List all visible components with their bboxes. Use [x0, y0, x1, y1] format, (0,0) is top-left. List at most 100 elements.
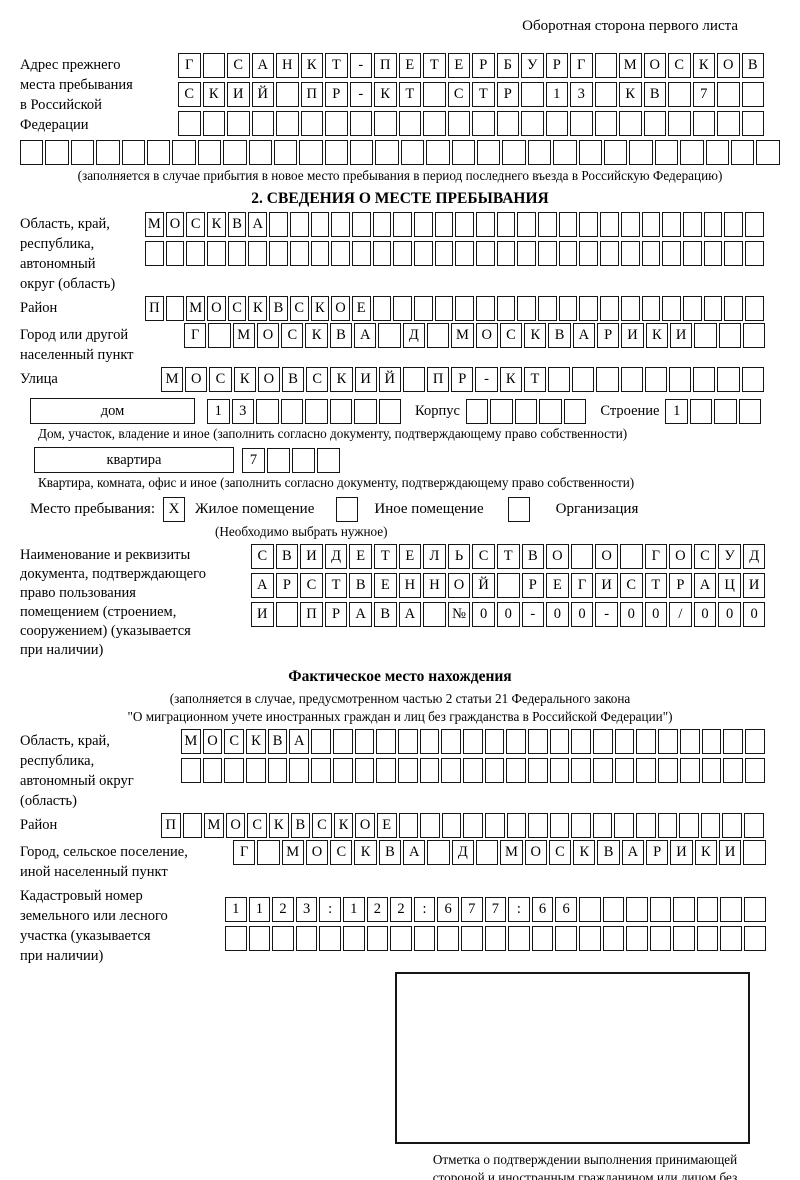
char-cell[interactable]: М — [204, 813, 224, 838]
char-cell[interactable]: О — [717, 53, 740, 78]
char-cell[interactable] — [463, 813, 483, 838]
char-cell[interactable]: Т — [423, 53, 446, 78]
char-cell[interactable] — [477, 140, 501, 165]
char-cell[interactable]: Т — [398, 82, 421, 107]
char-cell[interactable] — [517, 296, 537, 321]
char-cell[interactable]: Е — [398, 544, 422, 569]
char-cell[interactable] — [742, 323, 766, 348]
char-cell[interactable]: М — [145, 212, 164, 237]
char-cell[interactable] — [741, 82, 764, 107]
char-cell[interactable]: С — [251, 544, 274, 569]
char-cell[interactable] — [378, 398, 401, 424]
char-cell[interactable]: О — [669, 544, 692, 569]
char-cell[interactable] — [649, 926, 672, 951]
char-cell[interactable]: И — [669, 323, 693, 348]
char-cell[interactable] — [427, 840, 450, 865]
char-cell[interactable] — [717, 82, 740, 107]
char-cell[interactable] — [696, 897, 719, 922]
char-cell[interactable]: - — [475, 367, 498, 392]
char-cell[interactable]: О — [447, 573, 471, 598]
char-cell[interactable] — [413, 926, 436, 951]
char-cell[interactable]: 3 — [570, 82, 593, 107]
char-cell[interactable]: 1 — [342, 897, 365, 922]
char-cell[interactable] — [366, 926, 389, 951]
char-cell[interactable] — [744, 758, 765, 783]
char-cell[interactable]: И — [251, 602, 274, 627]
char-cell[interactable]: Й — [251, 82, 274, 107]
char-cell[interactable] — [724, 241, 743, 266]
char-cell[interactable]: 2 — [390, 897, 412, 922]
char-cell[interactable] — [658, 758, 678, 783]
char-cell[interactable] — [267, 758, 288, 783]
char-cell[interactable] — [600, 241, 619, 266]
char-cell[interactable]: С — [247, 813, 267, 838]
char-cell[interactable] — [722, 813, 743, 838]
char-cell[interactable]: С — [224, 729, 245, 754]
char-cell[interactable]: Р — [324, 602, 348, 627]
char-cell[interactable] — [354, 758, 375, 783]
char-cell[interactable]: О — [643, 53, 666, 78]
char-cell[interactable] — [694, 323, 717, 348]
char-cell[interactable] — [484, 926, 507, 951]
char-cell[interactable] — [181, 758, 201, 783]
char-cell[interactable]: : — [319, 897, 341, 922]
char-cell[interactable] — [349, 111, 372, 136]
char-cell[interactable]: К — [619, 82, 642, 107]
char-cell[interactable] — [372, 241, 392, 266]
char-cell[interactable] — [744, 212, 764, 237]
char-cell[interactable]: А — [693, 573, 717, 598]
char-cell[interactable]: О — [207, 296, 226, 321]
char-cell[interactable]: Г — [178, 53, 201, 78]
char-cell[interactable]: К — [248, 296, 268, 321]
char-cell[interactable] — [571, 729, 592, 754]
char-cell[interactable] — [527, 140, 552, 165]
char-cell[interactable]: А — [621, 840, 645, 865]
char-cell[interactable]: В — [373, 602, 397, 627]
char-cell[interactable]: О — [256, 323, 280, 348]
char-cell[interactable] — [558, 296, 578, 321]
char-cell[interactable]: К — [499, 367, 522, 392]
char-cell[interactable] — [571, 758, 592, 783]
char-cell[interactable] — [496, 296, 516, 321]
char-cell[interactable] — [517, 212, 537, 237]
char-cell[interactable] — [202, 53, 225, 78]
char-cell[interactable] — [460, 926, 483, 951]
char-cell[interactable] — [549, 813, 570, 838]
char-cell[interactable] — [596, 367, 619, 392]
char-cell[interactable] — [668, 367, 692, 392]
char-cell[interactable]: 0 — [496, 602, 520, 627]
char-cell[interactable]: В — [597, 840, 620, 865]
char-cell[interactable] — [273, 140, 298, 165]
char-cell[interactable]: В — [329, 323, 353, 348]
char-cell[interactable] — [741, 111, 764, 136]
char-cell[interactable] — [539, 398, 562, 424]
char-cell[interactable]: Е — [373, 573, 397, 598]
char-cell[interactable] — [679, 729, 700, 754]
char-cell[interactable] — [682, 212, 702, 237]
char-cell[interactable]: Н — [398, 573, 422, 598]
char-cell[interactable]: В — [227, 212, 247, 237]
char-cell[interactable]: И — [718, 840, 742, 865]
char-cell[interactable]: Т — [373, 544, 397, 569]
char-cell[interactable] — [223, 140, 247, 165]
char-cell[interactable] — [738, 398, 762, 424]
char-cell[interactable] — [145, 241, 164, 266]
char-cell[interactable] — [636, 729, 657, 754]
char-cell[interactable] — [636, 758, 657, 783]
char-cell[interactable]: Р — [521, 573, 545, 598]
char-cell[interactable]: С — [300, 573, 323, 598]
char-cell[interactable] — [354, 398, 377, 424]
char-cell[interactable] — [741, 367, 764, 392]
char-cell[interactable] — [20, 140, 44, 165]
char-cell[interactable] — [502, 140, 526, 165]
char-cell[interactable]: О — [546, 544, 569, 569]
char-cell[interactable]: Е — [349, 544, 372, 569]
char-cell[interactable] — [594, 111, 617, 136]
char-cell[interactable]: М — [619, 53, 642, 78]
char-cell[interactable] — [413, 212, 433, 237]
char-cell[interactable] — [329, 398, 352, 424]
char-cell[interactable] — [744, 813, 764, 838]
char-cell[interactable]: А — [572, 323, 596, 348]
char-cell[interactable]: Й — [378, 367, 401, 392]
char-cell[interactable] — [594, 82, 617, 107]
